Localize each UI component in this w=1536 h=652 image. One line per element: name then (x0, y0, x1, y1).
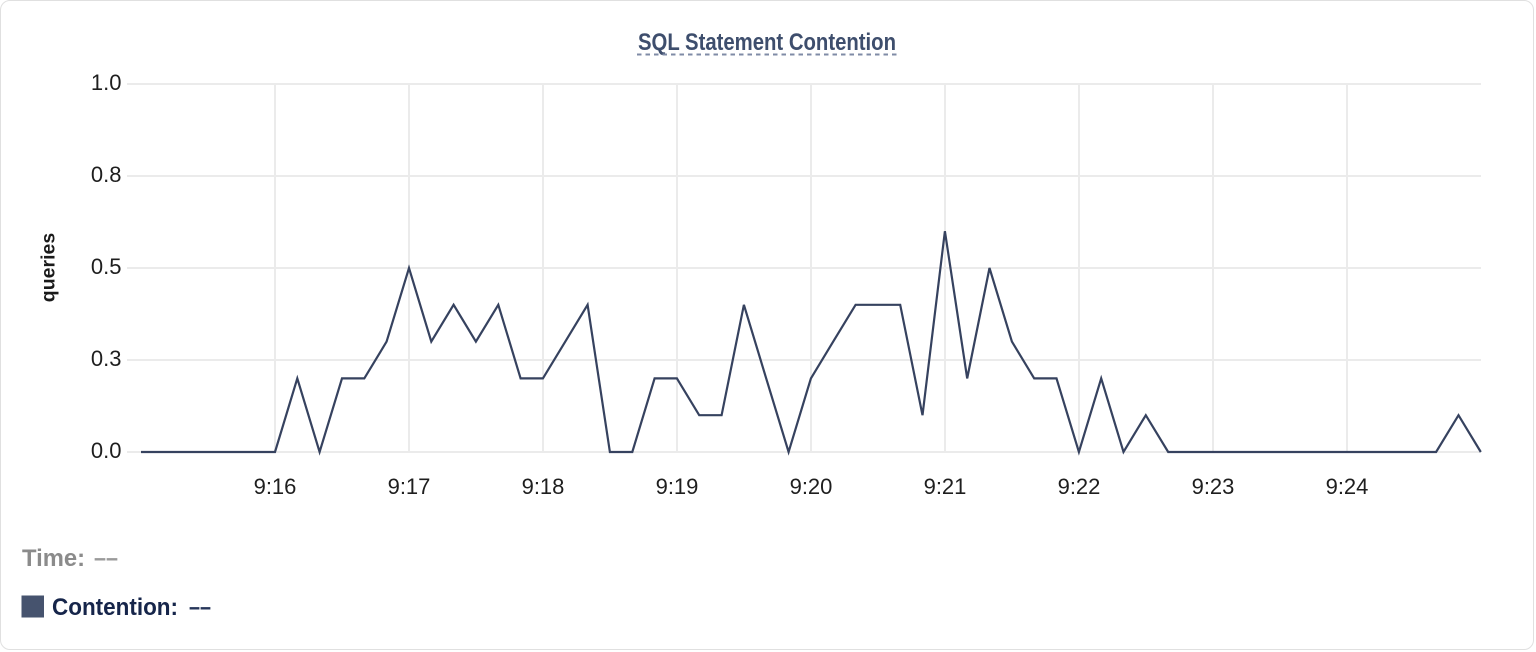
svg-text:0.3: 0.3 (91, 346, 122, 371)
svg-text:9:21: 9:21 (924, 474, 967, 499)
svg-text:Contention:: Contention: (52, 594, 178, 621)
svg-text:0.0: 0.0 (91, 438, 122, 463)
svg-text:0.8: 0.8 (91, 162, 122, 187)
svg-text:9:24: 9:24 (1326, 474, 1369, 499)
svg-text:9:18: 9:18 (522, 474, 565, 499)
svg-text:0.5: 0.5 (91, 254, 122, 279)
svg-text:9:22: 9:22 (1058, 474, 1101, 499)
svg-text:9:16: 9:16 (254, 474, 297, 499)
svg-text:SQL Statement Contention: SQL Statement Contention (638, 29, 896, 56)
svg-text:1.0: 1.0 (91, 70, 122, 95)
svg-text:9:20: 9:20 (790, 474, 833, 499)
svg-text:––: –– (94, 545, 118, 572)
svg-text:Time:: Time: (22, 545, 85, 572)
svg-text:9:17: 9:17 (388, 474, 431, 499)
svg-text:9:23: 9:23 (1192, 474, 1235, 499)
svg-text:queries: queries (38, 233, 60, 303)
svg-text:9:19: 9:19 (656, 474, 699, 499)
svg-text:––: –– (189, 594, 211, 621)
